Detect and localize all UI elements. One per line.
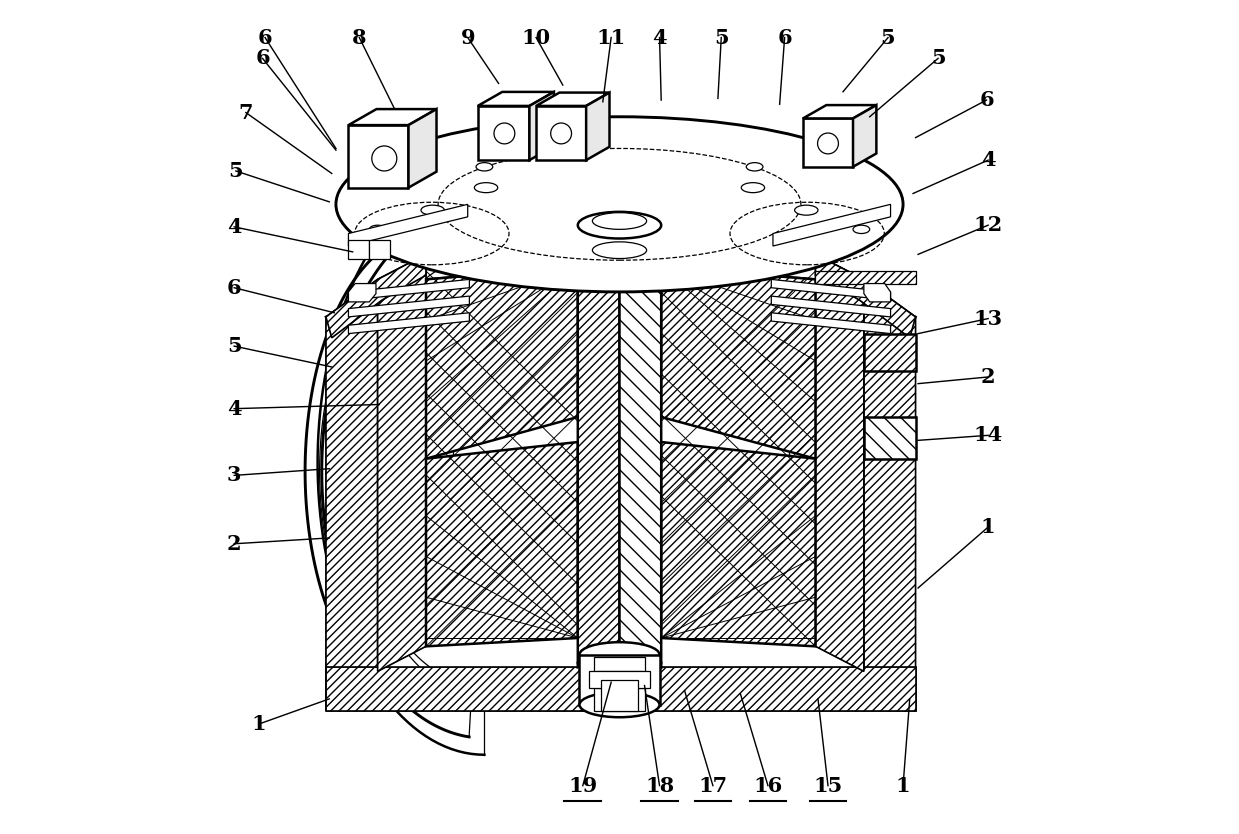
Ellipse shape bbox=[741, 183, 764, 193]
Polygon shape bbox=[348, 313, 470, 334]
Ellipse shape bbox=[369, 225, 387, 234]
Ellipse shape bbox=[592, 242, 647, 259]
Polygon shape bbox=[426, 267, 577, 459]
Ellipse shape bbox=[577, 651, 662, 676]
Ellipse shape bbox=[421, 205, 445, 215]
Text: 19: 19 bbox=[569, 776, 597, 796]
Polygon shape bbox=[772, 279, 891, 300]
Text: 17: 17 bbox=[699, 776, 727, 796]
Polygon shape bbox=[815, 254, 864, 671]
Ellipse shape bbox=[494, 123, 515, 144]
Polygon shape bbox=[529, 92, 554, 160]
Text: 5: 5 bbox=[228, 161, 243, 181]
Polygon shape bbox=[348, 109, 436, 125]
Polygon shape bbox=[478, 92, 554, 106]
Polygon shape bbox=[326, 667, 916, 711]
Ellipse shape bbox=[476, 163, 493, 171]
Ellipse shape bbox=[580, 692, 659, 717]
Polygon shape bbox=[326, 254, 426, 338]
Polygon shape bbox=[803, 105, 876, 118]
Ellipse shape bbox=[336, 117, 903, 292]
Polygon shape bbox=[536, 93, 610, 106]
Text: 1: 1 bbox=[981, 517, 995, 537]
Polygon shape bbox=[577, 217, 620, 667]
Text: 15: 15 bbox=[813, 776, 843, 796]
Text: 6: 6 bbox=[258, 28, 273, 48]
Text: 3: 3 bbox=[227, 465, 242, 485]
Text: 1: 1 bbox=[896, 776, 911, 796]
Polygon shape bbox=[586, 93, 610, 160]
Polygon shape bbox=[348, 204, 467, 246]
Polygon shape bbox=[864, 284, 891, 302]
Polygon shape bbox=[426, 442, 577, 646]
Ellipse shape bbox=[372, 146, 396, 171]
Ellipse shape bbox=[580, 642, 659, 667]
Text: 6: 6 bbox=[777, 28, 792, 48]
Polygon shape bbox=[409, 109, 436, 188]
Polygon shape bbox=[536, 106, 586, 160]
Ellipse shape bbox=[746, 163, 763, 171]
Polygon shape bbox=[326, 279, 378, 711]
Polygon shape bbox=[815, 271, 916, 284]
Text: 12: 12 bbox=[974, 215, 1002, 235]
Polygon shape bbox=[348, 296, 470, 317]
Text: 6: 6 bbox=[255, 48, 270, 68]
Polygon shape bbox=[773, 204, 891, 246]
Polygon shape bbox=[815, 254, 916, 338]
Ellipse shape bbox=[818, 133, 839, 153]
Polygon shape bbox=[864, 417, 916, 459]
Polygon shape bbox=[864, 279, 916, 711]
Ellipse shape bbox=[475, 183, 498, 193]
Polygon shape bbox=[772, 313, 891, 334]
Text: 6: 6 bbox=[227, 278, 242, 298]
Polygon shape bbox=[772, 296, 891, 317]
Text: 14: 14 bbox=[974, 425, 1002, 445]
Text: 4: 4 bbox=[652, 28, 667, 48]
Text: 7: 7 bbox=[239, 103, 253, 123]
Ellipse shape bbox=[852, 225, 870, 234]
Ellipse shape bbox=[794, 205, 818, 215]
Polygon shape bbox=[803, 118, 852, 167]
Polygon shape bbox=[348, 125, 409, 188]
Polygon shape bbox=[348, 279, 470, 300]
Text: 16: 16 bbox=[753, 776, 783, 796]
Text: 11: 11 bbox=[596, 28, 626, 48]
Text: 9: 9 bbox=[461, 28, 475, 48]
Text: 2: 2 bbox=[981, 367, 995, 387]
Polygon shape bbox=[620, 217, 662, 667]
Polygon shape bbox=[590, 671, 649, 688]
Polygon shape bbox=[662, 267, 815, 459]
Polygon shape bbox=[596, 671, 643, 688]
Text: 4: 4 bbox=[227, 399, 242, 419]
Text: 18: 18 bbox=[646, 776, 674, 796]
Polygon shape bbox=[852, 105, 876, 167]
Text: 6: 6 bbox=[979, 90, 994, 110]
Polygon shape bbox=[348, 284, 375, 302]
Polygon shape bbox=[580, 655, 659, 705]
Text: 13: 13 bbox=[974, 309, 1002, 329]
Ellipse shape bbox=[550, 123, 571, 144]
Polygon shape bbox=[348, 240, 369, 259]
Text: 5: 5 bbox=[930, 48, 945, 68]
Text: 10: 10 bbox=[522, 28, 550, 48]
Text: 8: 8 bbox=[352, 28, 367, 48]
Text: 5: 5 bbox=[881, 28, 896, 48]
Polygon shape bbox=[595, 657, 644, 711]
Ellipse shape bbox=[592, 213, 647, 229]
Polygon shape bbox=[662, 442, 815, 646]
Polygon shape bbox=[478, 106, 529, 160]
Ellipse shape bbox=[577, 212, 662, 239]
Polygon shape bbox=[369, 240, 390, 259]
Text: 5: 5 bbox=[714, 28, 729, 48]
Polygon shape bbox=[864, 334, 916, 371]
Text: 4: 4 bbox=[981, 150, 995, 170]
Text: 2: 2 bbox=[227, 534, 242, 554]
Text: 4: 4 bbox=[227, 217, 242, 237]
Polygon shape bbox=[378, 254, 426, 671]
Polygon shape bbox=[601, 680, 638, 711]
Text: 1: 1 bbox=[252, 714, 266, 734]
Text: 5: 5 bbox=[227, 336, 242, 356]
